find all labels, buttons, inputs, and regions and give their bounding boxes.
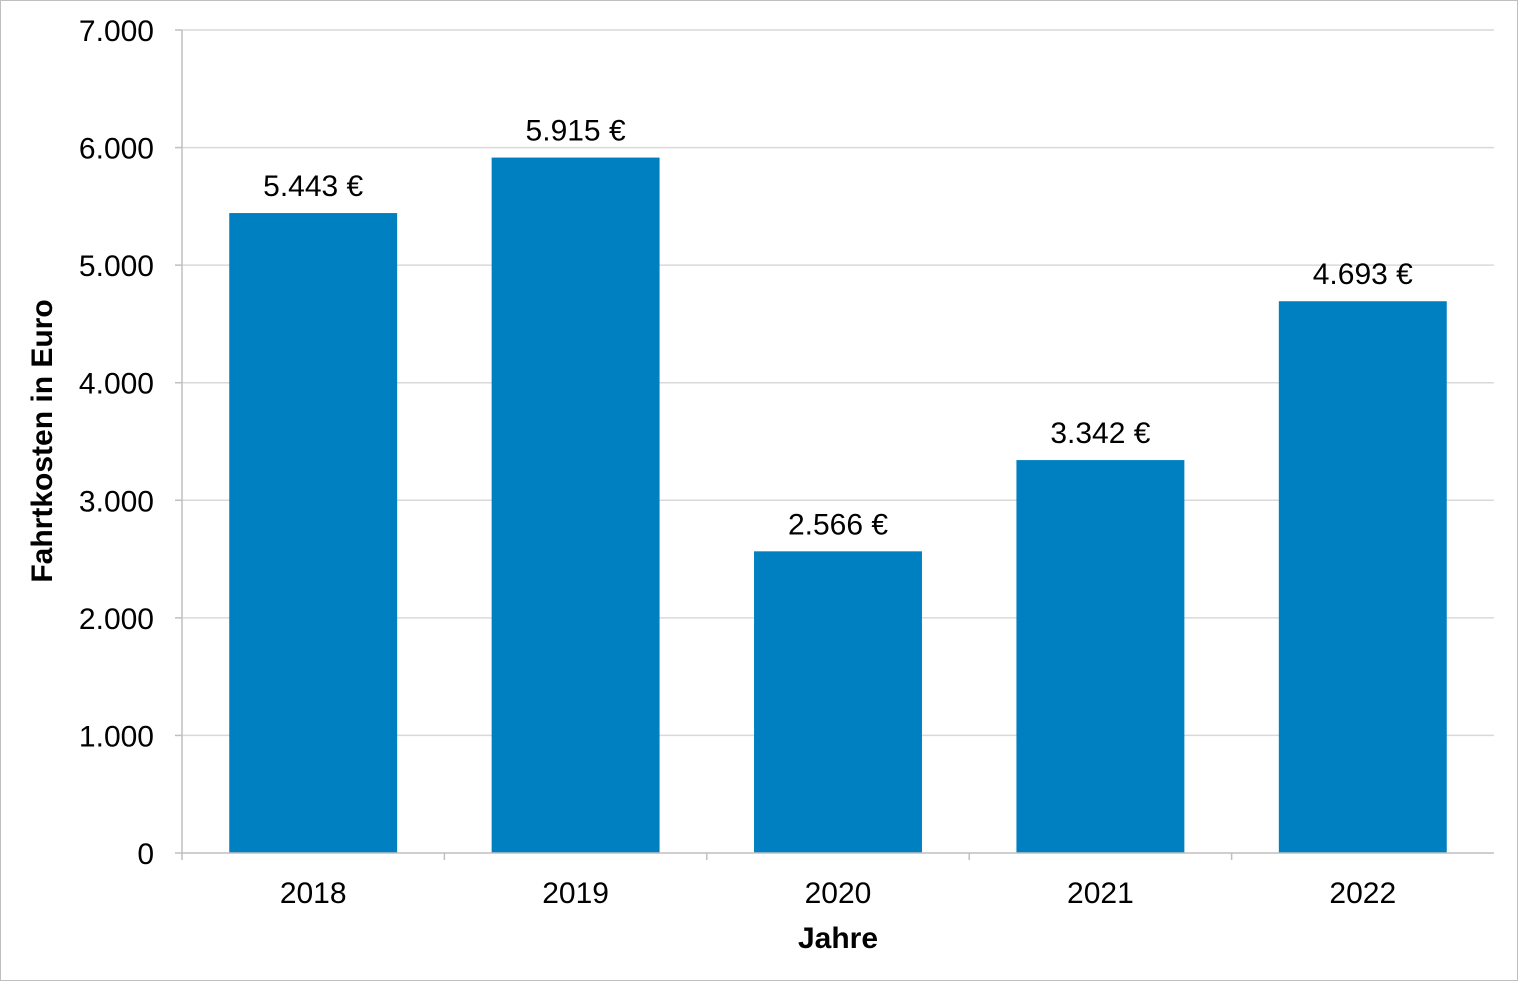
x-tick-label: 2022 xyxy=(1329,877,1396,910)
bar-2018 xyxy=(229,213,398,853)
y-tick-label: 6.000 xyxy=(79,133,154,166)
y-tick-label: 3.000 xyxy=(79,485,154,518)
y-tick-label: 1.000 xyxy=(79,720,154,753)
bar-2019 xyxy=(491,157,660,853)
x-axis-title: Jahre xyxy=(798,922,878,955)
y-tick-label: 0 xyxy=(137,838,154,871)
y-tick-label: 4.000 xyxy=(79,368,154,401)
x-tick-label: 2019 xyxy=(542,877,609,910)
y-tick-label: 5.000 xyxy=(79,250,154,283)
x-tick-labels: 2018 2019 2020 2021 2022 xyxy=(280,877,1396,910)
gridlines xyxy=(182,29,1494,737)
bars xyxy=(229,157,1447,853)
axes xyxy=(175,29,1494,860)
bar-2022 xyxy=(1278,301,1447,853)
bar-2020 xyxy=(754,551,922,853)
data-label: 5.915 € xyxy=(526,115,626,148)
data-labels: 5.443 € 5.915 € 2.566 € 3.342 € 4.693 € xyxy=(263,115,1413,542)
y-tick-label: 2.000 xyxy=(79,603,154,636)
x-tick-label: 2021 xyxy=(1067,877,1134,910)
bar-2021 xyxy=(1016,460,1185,853)
y-axis-title: Fahrtkosten in Euro xyxy=(26,299,59,582)
y-tick-label: 7.000 xyxy=(79,15,154,48)
y-tick-labels: 0 1.000 2.000 3.000 4.000 5.000 6.000 7.000 xyxy=(79,15,154,871)
data-label: 5.443 € xyxy=(263,170,363,203)
data-label: 3.342 € xyxy=(1050,417,1150,450)
x-tick-label: 2020 xyxy=(805,877,872,910)
data-label: 2.566 € xyxy=(788,508,888,541)
x-tick-label: 2018 xyxy=(280,877,347,910)
data-label: 4.693 € xyxy=(1313,258,1413,291)
